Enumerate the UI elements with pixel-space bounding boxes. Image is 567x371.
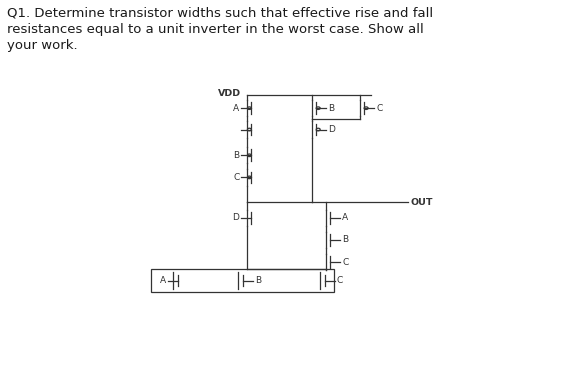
Text: B: B [255,276,261,285]
Bar [151,269,335,292]
Text: resistances equal to a unit inverter in the worst case. Show all: resistances equal to a unit inverter in … [7,23,424,36]
Text: OUT: OUT [411,198,433,207]
Text: C: C [342,257,349,267]
Text: A: A [160,276,166,285]
Text: B: B [342,236,348,244]
Text: C: C [376,104,382,113]
Text: A: A [342,213,348,222]
Text: Q1. Determine transistor widths such that effective rise and fall: Q1. Determine transistor widths such tha… [7,7,433,20]
Text: C: C [337,276,343,285]
Text: B: B [328,104,334,113]
Text: D: D [328,125,335,134]
Text: A: A [234,104,239,113]
Text: B: B [234,151,239,160]
Text: VDD: VDD [218,89,241,98]
Text: D: D [232,213,239,222]
Text: C: C [233,173,239,182]
Text: your work.: your work. [7,39,78,52]
